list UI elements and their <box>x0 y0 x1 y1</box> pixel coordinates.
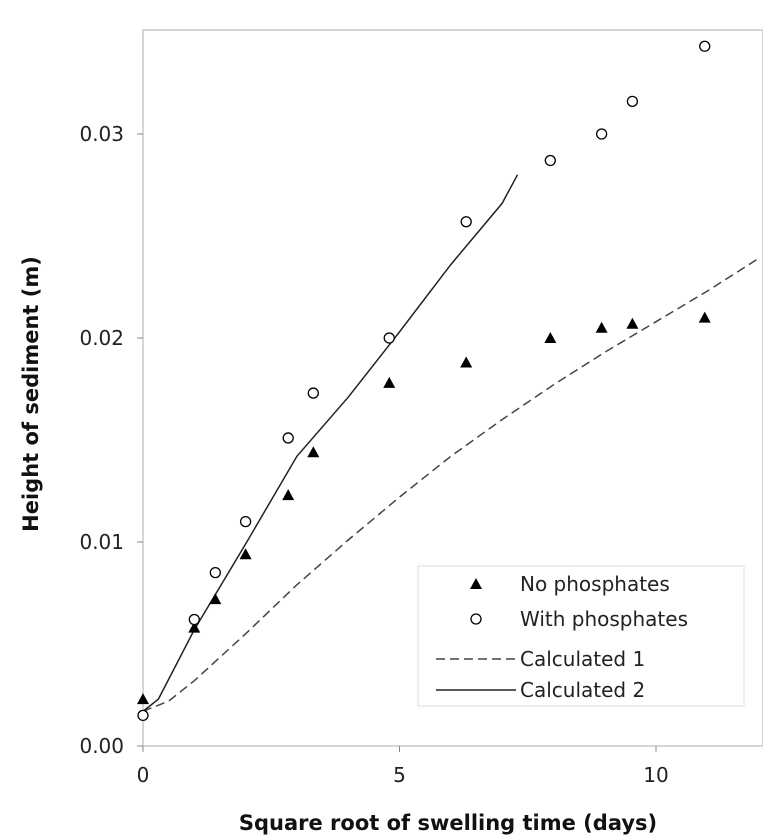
point-with-phosphates <box>307 387 319 399</box>
point-no-phosphates <box>209 593 222 605</box>
x-tick-label: 5 <box>393 763 406 787</box>
x-tick-label: 0 <box>137 763 150 787</box>
series-line-calculated-1 <box>142 257 760 712</box>
series-line-calculated-2 <box>142 174 519 712</box>
legend: No phosphates With phosphates Calculated… <box>417 565 745 707</box>
y-tick-label: 0.01 <box>79 530 124 554</box>
y-axis-title: Height of sediment (m) <box>19 256 43 532</box>
point-with-phosphates <box>137 709 149 722</box>
point-with-phosphates <box>282 432 294 444</box>
legend-label-no-phosphates: No phosphates <box>520 572 670 596</box>
point-no-phosphates <box>383 376 396 388</box>
point-no-phosphates <box>626 317 639 329</box>
legend-marker-with-phosphates <box>470 613 482 625</box>
point-with-phosphates <box>460 216 472 228</box>
point-with-phosphates <box>699 40 711 52</box>
legend-marker-no-phosphates <box>470 578 482 589</box>
y-tick-label: 0.02 <box>79 326 124 350</box>
point-no-phosphates <box>282 489 295 501</box>
x-tick-label: 10 <box>643 763 668 787</box>
point-no-phosphates <box>307 446 320 458</box>
legend-label-calculated-2: Calculated 2 <box>520 678 645 702</box>
x-axis-title: Square root of swelling time (days) <box>239 811 657 835</box>
point-with-phosphates <box>626 95 639 108</box>
tick-group: 0 5 10 0.00 0.01 0.02 0.03 <box>79 122 668 787</box>
point-no-phosphates <box>239 548 252 560</box>
point-with-phosphates <box>188 613 200 626</box>
point-no-phosphates <box>460 356 473 368</box>
point-no-phosphates <box>137 693 149 705</box>
point-no-phosphates <box>698 311 711 323</box>
point-no-phosphates <box>595 321 608 333</box>
point-with-phosphates <box>209 566 221 579</box>
series-lines <box>142 174 760 712</box>
point-no-phosphates <box>544 332 557 343</box>
legend-label-with-phosphates: With phosphates <box>520 607 688 631</box>
series-points <box>137 40 711 722</box>
y-tick-label: 0.00 <box>79 734 124 758</box>
legend-label-calculated-1: Calculated 1 <box>520 647 645 671</box>
y-tick-label: 0.03 <box>79 122 124 146</box>
legend-box <box>417 565 745 707</box>
point-with-phosphates <box>595 128 608 140</box>
point-no-phosphates <box>188 621 201 633</box>
point-with-phosphates <box>383 332 395 344</box>
point-with-phosphates <box>239 515 252 528</box>
point-with-phosphates <box>544 154 556 167</box>
